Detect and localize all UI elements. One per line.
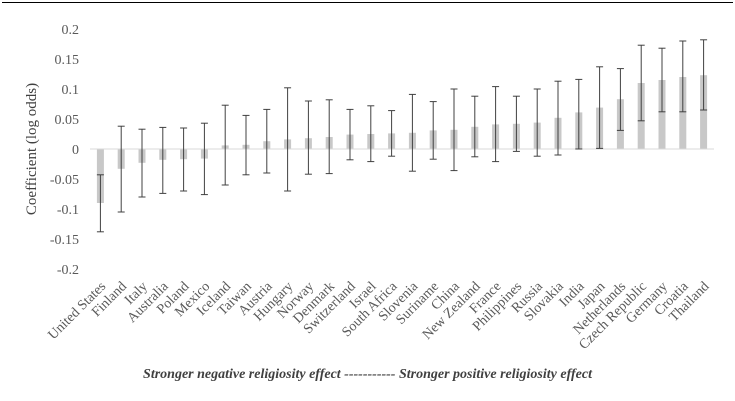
bar-germany xyxy=(658,80,666,149)
y-tick-label: -0.2 xyxy=(57,263,79,278)
bar-croatia xyxy=(679,77,687,149)
y-tick-label: -0.1 xyxy=(57,203,79,218)
coefficient-bar-chart: -0.2 -0.15 -0.1 -0.05 0 0.05 0.1 0.15 0.2 Coeffic… xyxy=(24,23,714,353)
y-tick-label: -0.15 xyxy=(50,233,79,248)
y-tick-label: -0.05 xyxy=(50,173,79,188)
bar-thailand xyxy=(700,75,708,149)
y-tick-label: 0.15 xyxy=(55,53,80,68)
y-tick-label: 0.1 xyxy=(62,83,80,98)
top-border-line xyxy=(2,2,733,3)
y-tick-label: 0 xyxy=(72,143,79,158)
y-tick-label: 0.2 xyxy=(62,23,80,38)
y-axis-title: Coefficient (log odds) xyxy=(24,83,40,215)
x-axis-caption: Stronger negative religiosity effect ---… xyxy=(143,367,592,382)
y-tick-label: 0.05 xyxy=(55,113,80,128)
